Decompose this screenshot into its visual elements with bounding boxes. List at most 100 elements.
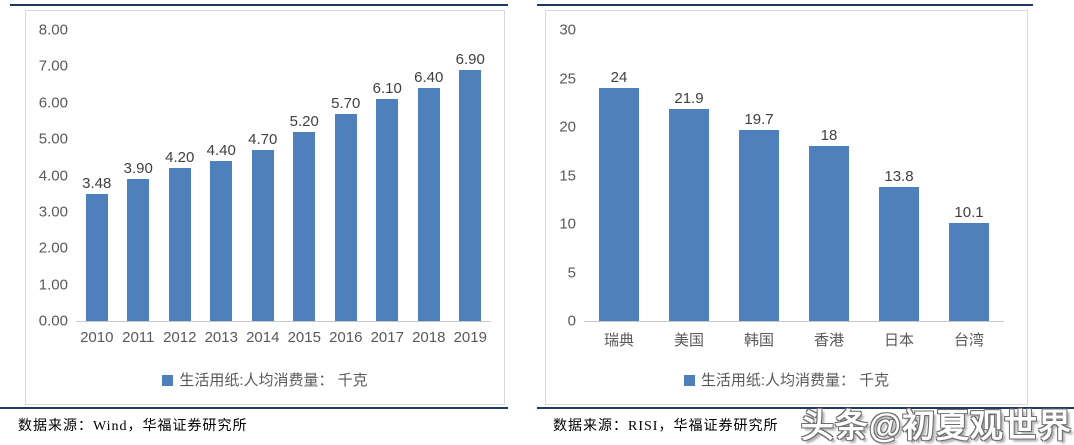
x-category-label: 日本	[883, 332, 914, 349]
y-tick-label: 15	[559, 167, 576, 184]
y-tick-label: 20	[559, 118, 576, 136]
y-tick-label: 10	[559, 215, 576, 233]
bar-value-label: 3.48	[82, 175, 112, 193]
x-category-label: 韩国	[743, 332, 774, 349]
y-tick-label: 8.00	[38, 21, 68, 39]
y-tick-label: 30	[559, 21, 576, 39]
y-tick-label: 0	[567, 312, 576, 330]
bar-slot: 6.10	[367, 30, 409, 321]
x-category-label: 2010	[80, 329, 114, 346]
bar-slot: 4.70	[242, 30, 284, 321]
bar-value-label: 13.8	[884, 168, 914, 186]
bar-slot: 13.8	[864, 30, 934, 321]
bar-slot: 21.9	[654, 30, 724, 321]
bar	[334, 113, 357, 321]
bar-value-label: 3.90	[123, 160, 153, 178]
bar-slot: 24	[584, 30, 654, 321]
plot-area: 24 21.9 19.7 18 13.8 10.1	[584, 30, 1004, 322]
bar-value-label: 10.1	[954, 204, 984, 222]
legend-swatch-icon	[162, 375, 174, 386]
y-tick-label: 3.00	[38, 203, 68, 221]
legend: 生活用纸:人均消费量： 千克	[546, 369, 1027, 390]
y-axis: 8.00 7.00 6.00 5.00 4.00 3.00 2.00 1.00 0.00	[26, 11, 68, 404]
left-source-divider	[0, 407, 508, 409]
bar	[85, 194, 108, 321]
bar	[809, 146, 849, 321]
bar-slot: 6.90	[450, 30, 492, 321]
bar	[293, 131, 316, 321]
bar-value-label: 4.70	[248, 131, 278, 149]
bar-slot: 3.90	[118, 30, 160, 321]
bar-slot: 3.48	[76, 30, 118, 321]
bar-slot: 10.1	[934, 30, 1004, 321]
bar	[251, 150, 274, 321]
bar-slot: 19.7	[724, 30, 794, 321]
bar	[168, 168, 191, 321]
bar-value-label: 6.90	[455, 51, 485, 69]
x-category-label: 2016	[329, 329, 363, 346]
bar-value-label: 6.40	[414, 69, 444, 87]
legend-swatch-icon	[683, 375, 695, 386]
y-tick-label: 25	[559, 70, 576, 87]
bar	[599, 88, 639, 321]
left-source-text: 数据来源：Wind，华福证券研究所	[18, 419, 248, 434]
x-category-label: 2018	[412, 329, 446, 346]
x-category-label: 2014	[246, 329, 280, 346]
bar	[879, 187, 919, 321]
left-chart-box: 8.00 7.00 6.00 5.00 4.00 3.00 2.00 1.00 0.00 3.4…	[25, 10, 505, 405]
x-category-label: 2015	[287, 329, 321, 346]
plot-area: 3.48 3.90 4.20 4.40 4.70 5.20 5.70 6.10 6.40 6.90	[76, 30, 491, 322]
bar	[417, 88, 440, 321]
left-panel-top-rule	[10, 4, 508, 6]
right-chart-box: 30 25 20 15 10 5 0 24 21.9 19.7 18 13.8 10.1 瑞典 美国 韩国…	[545, 10, 1028, 405]
bar-value-label: 18	[820, 127, 838, 145]
bar-value-label: 21.9	[674, 89, 704, 107]
bar-slot: 4.20	[159, 30, 201, 321]
right-source-text: 数据来源：RISI，华福证券研究所	[553, 419, 779, 434]
x-category-label: 2011	[122, 329, 155, 346]
bar-value-label: 5.70	[331, 94, 361, 112]
legend: 生活用纸:人均消费量： 千克	[26, 369, 504, 390]
bar-slot: 18	[794, 30, 864, 321]
bar	[669, 108, 709, 321]
bar	[949, 223, 989, 321]
y-tick-label: 6.00	[38, 94, 68, 112]
bar-value-label: 19.7	[744, 110, 774, 128]
x-category-label: 台湾	[953, 332, 984, 349]
legend-label: 生活用纸:人均消费量： 千克	[179, 372, 368, 389]
bar	[376, 99, 399, 321]
bar-value-label: 4.40	[206, 141, 236, 159]
bar	[127, 179, 150, 321]
bar-slot: 5.70	[325, 30, 367, 321]
y-axis: 30 25 20 15 10 5 0	[546, 11, 576, 404]
bar-slot: 5.20	[284, 30, 326, 321]
x-axis: 瑞典 美国 韩国 香港 日本 台湾	[584, 329, 1004, 350]
y-tick-label: 4.00	[38, 167, 68, 184]
y-tick-label: 0.00	[38, 312, 68, 330]
bar-value-label: 6.10	[372, 80, 402, 98]
bar	[210, 160, 233, 321]
bar	[459, 70, 482, 321]
x-category-label: 瑞典	[603, 332, 634, 349]
y-tick-label: 1.00	[38, 276, 68, 294]
bar-value-label: 4.20	[165, 149, 195, 167]
bar-value-label: 5.20	[289, 112, 319, 130]
bar	[739, 129, 779, 321]
y-tick-label: 7.00	[38, 57, 68, 75]
right-panel-top-rule	[537, 4, 1033, 6]
x-category-label: 香港	[813, 332, 844, 349]
x-category-label: 美国	[673, 332, 704, 349]
bar-slot: 6.40	[408, 30, 450, 321]
x-category-label: 2019	[453, 329, 487, 346]
y-tick-label: 2.00	[38, 239, 68, 257]
y-tick-label: 5	[567, 264, 576, 281]
y-tick-label: 5.00	[38, 130, 68, 148]
x-category-label: 2013	[204, 329, 238, 346]
bar-slot: 4.40	[201, 30, 243, 321]
right-source-divider	[537, 407, 1074, 409]
x-category-label: 2012	[163, 329, 197, 346]
bar-value-label: 24	[610, 69, 628, 87]
legend-label: 生活用纸:人均消费量： 千克	[700, 372, 890, 389]
x-category-label: 2017	[370, 329, 404, 346]
